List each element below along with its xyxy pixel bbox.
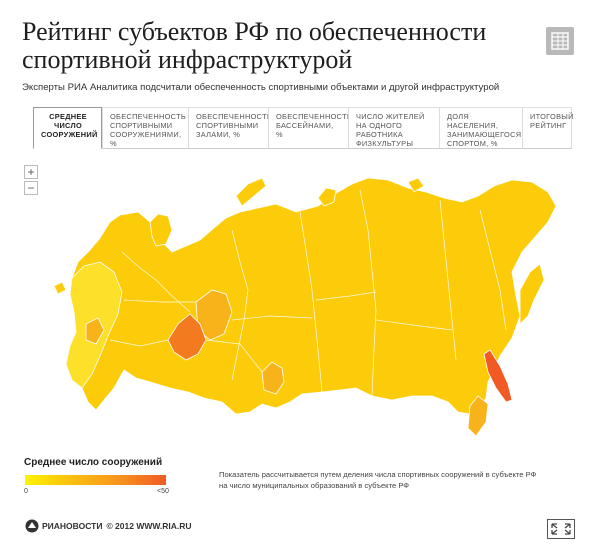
tab-sports-facilities[interactable]: Обеспеченность спортивными сооружениями,…	[102, 107, 188, 149]
region-borders	[109, 189, 507, 397]
map-region-primorye	[467, 395, 489, 437]
legend-title: Среднее число сооружений	[24, 457, 163, 468]
tab-avg-facilities[interactable]: Среднее число сооружений	[33, 107, 102, 149]
copyright: © 2012 WWW.RIA.RU	[106, 521, 192, 531]
map-region-kaliningrad	[53, 281, 67, 295]
tab-final-rating[interactable]: Итоговый рейтинг	[522, 107, 573, 149]
map-region-severnaya-zemlya	[317, 187, 337, 207]
subtitle: Эксперты РИА Аналитика подсчитали обеспе…	[22, 82, 500, 93]
legend-min-label: 0	[24, 488, 28, 495]
tab-residents-per-worker[interactable]: Число жителей на одного работника физкул…	[348, 107, 439, 149]
zoom-out-button[interactable]: −	[24, 181, 38, 195]
map-region-kola	[149, 213, 173, 247]
map-region-kamchatka	[519, 263, 545, 325]
methodology-note: Показатель рассчитывается путем деления …	[219, 470, 537, 490]
map-region-siberia-south	[261, 361, 285, 395]
expand-arrows-icon	[551, 523, 571, 535]
tab-pools[interactable]: Обеспеченность бассейнами, %	[268, 107, 352, 149]
zoom-in-button[interactable]: +	[24, 165, 38, 179]
russia-regions-map	[53, 177, 557, 437]
ria-logo-icon	[25, 519, 39, 533]
brand-name: РИАНОВОСТИ	[42, 521, 103, 531]
page-title: Рейтинг субъектов РФ по обеспеченности с…	[22, 17, 487, 74]
indicator-tabs: Среднее число сооружений Обеспеченность …	[33, 107, 573, 149]
map-region-sakhalin	[483, 349, 513, 403]
ria-logo: РИАНОВОСТИ © 2012 WWW.RIA.RU	[25, 519, 192, 533]
legend-max-label: <50	[157, 488, 169, 495]
tab-population-share[interactable]: Доля населения, занимающегося спортом, %	[439, 107, 522, 149]
fullscreen-button[interactable]	[547, 519, 575, 539]
map-region-south-west	[85, 317, 105, 345]
table-view-icon[interactable]	[546, 27, 574, 55]
legend-color-scale	[25, 475, 166, 485]
map-region-novaya-zemlya	[235, 177, 267, 207]
map-region-new-siberian-islands	[407, 177, 425, 193]
map-land	[65, 177, 557, 415]
tab-sports-halls[interactable]: Обеспеченность спортивными залами, %	[188, 107, 272, 149]
